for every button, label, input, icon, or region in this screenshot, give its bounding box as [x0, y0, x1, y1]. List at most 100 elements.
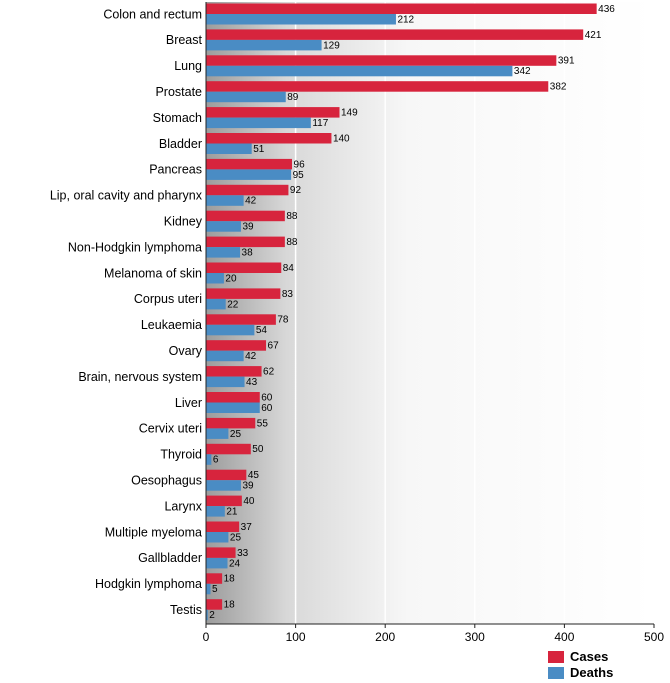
bar-deaths	[206, 583, 211, 595]
legend-label-deaths: Deaths	[570, 665, 613, 680]
category-label: Cervix uteri	[139, 422, 202, 436]
value-label: 382	[550, 82, 567, 93]
bar-cases	[206, 262, 282, 273]
value-label: 117	[312, 118, 328, 129]
category-label: Ovary	[169, 344, 203, 358]
value-label: 42	[245, 196, 257, 207]
value-label: 5	[212, 584, 218, 595]
value-label: 43	[246, 377, 258, 388]
bar-cases	[206, 236, 285, 248]
value-label: 39	[242, 481, 254, 492]
x-tick-label: 400	[554, 630, 574, 644]
bar-deaths	[206, 91, 286, 103]
category-label: Pancreas	[149, 163, 202, 177]
category-label: Bladder	[159, 137, 202, 151]
value-label: 436	[598, 4, 615, 15]
bar-cases	[206, 547, 236, 558]
value-label: 6	[213, 455, 219, 466]
bar-cases	[206, 469, 247, 481]
value-label: 60	[261, 403, 273, 414]
value-label: 149	[341, 107, 358, 118]
bar-cases	[206, 314, 276, 325]
bar-deaths	[206, 350, 244, 362]
bar-deaths	[206, 221, 241, 232]
category-label: Lip, oral cavity and pharynx	[50, 189, 203, 203]
bar-cases	[206, 133, 332, 144]
bar-deaths	[206, 454, 212, 465]
value-label: 140	[333, 133, 350, 144]
value-label: 84	[283, 263, 295, 274]
bar-deaths	[206, 324, 255, 336]
value-label: 24	[229, 558, 241, 569]
x-tick-label: 500	[644, 630, 664, 644]
x-tick-label: 200	[375, 630, 395, 644]
bar-deaths	[206, 247, 241, 258]
value-label: 421	[585, 30, 602, 41]
value-label: 51	[253, 144, 265, 155]
category-label: Liver	[175, 396, 202, 410]
bar-cases	[206, 417, 256, 429]
value-label: 96	[294, 159, 306, 170]
value-label: 88	[286, 211, 298, 222]
value-label: 88	[286, 237, 298, 248]
bar-cases	[206, 81, 549, 92]
value-label: 33	[237, 548, 249, 559]
x-tick-label: 0	[203, 630, 210, 644]
value-label: 212	[397, 14, 414, 25]
bar-cases	[206, 366, 262, 377]
bar-deaths	[206, 117, 311, 129]
bar-deaths	[206, 273, 224, 284]
bar-cases	[206, 521, 240, 532]
value-label: 89	[287, 92, 299, 103]
bar-cases	[206, 599, 223, 610]
category-label: Oesophagus	[131, 473, 202, 487]
value-label: 60	[261, 392, 273, 403]
bar-deaths	[206, 506, 225, 517]
value-label: 22	[227, 299, 239, 310]
value-label: 62	[263, 366, 275, 377]
category-label: Breast	[166, 33, 203, 47]
bar-deaths	[206, 169, 292, 180]
bar-cases	[206, 107, 340, 118]
value-label: 391	[558, 56, 575, 67]
category-label: Corpus uteri	[134, 292, 202, 306]
category-label: Leukaemia	[141, 318, 202, 332]
value-label: 55	[257, 418, 269, 429]
value-label: 83	[282, 289, 294, 300]
bar-cases	[206, 392, 260, 403]
value-label: 342	[514, 66, 531, 77]
category-label: Stomach	[153, 111, 202, 125]
value-label: 39	[242, 222, 254, 233]
category-label: Multiple myeloma	[105, 525, 202, 539]
bar-cases	[206, 29, 584, 40]
value-label: 95	[293, 170, 305, 181]
legend-swatch-cases	[548, 651, 564, 663]
value-label: 40	[243, 496, 255, 507]
value-label: 45	[248, 470, 260, 481]
value-label: 37	[241, 522, 253, 533]
value-label: 2	[209, 610, 215, 621]
category-label: Gallbladder	[138, 551, 202, 565]
bar-cases	[206, 55, 557, 66]
value-label: 18	[224, 600, 236, 611]
category-label: Non-Hodgkin lymphoma	[68, 240, 202, 254]
bar-deaths	[206, 532, 229, 543]
category-label: Kidney	[164, 214, 203, 228]
bar-deaths	[206, 65, 513, 77]
value-label: 21	[226, 506, 238, 517]
category-label: Colon and rectum	[103, 7, 202, 21]
legend-swatch-deaths	[548, 667, 564, 679]
value-label: 78	[277, 315, 289, 326]
category-label: Lung	[174, 59, 202, 73]
value-label: 92	[290, 185, 302, 196]
bar-deaths	[206, 609, 208, 621]
category-label: Brain, nervous system	[78, 370, 202, 384]
category-label: Testis	[170, 603, 202, 617]
value-label: 18	[224, 574, 236, 585]
value-label: 50	[252, 444, 264, 455]
bars	[206, 3, 597, 621]
value-label: 25	[230, 429, 242, 440]
